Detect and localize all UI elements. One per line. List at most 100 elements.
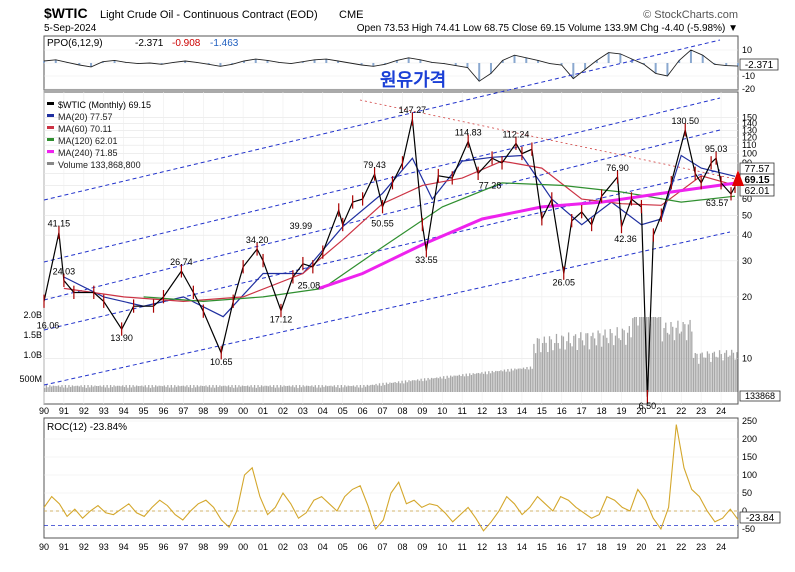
ppo-tick-label: -20 <box>742 84 755 94</box>
volume-bar <box>382 382 384 392</box>
price-annotation: 17.12 <box>270 315 293 325</box>
x-tick-label: 24 <box>716 406 726 416</box>
volume-bar <box>392 382 395 392</box>
price-annotation: 77.28 <box>479 181 502 191</box>
volume-bar <box>519 368 521 392</box>
price-annotation: 24.03 <box>53 267 76 277</box>
price-annotation: 16.06 <box>37 320 60 330</box>
volume-bar <box>701 352 703 392</box>
volume-bar <box>137 386 139 392</box>
volume-bar <box>599 333 601 392</box>
volume-bar <box>293 387 296 392</box>
price-annotation: 26.05 <box>552 277 575 287</box>
volume-bar <box>255 387 257 392</box>
volume-bar <box>194 387 197 392</box>
volume-bar <box>574 334 577 392</box>
volume-bar <box>567 332 570 392</box>
volume-bar <box>158 385 160 392</box>
volume-bar <box>189 385 192 392</box>
volume-bar <box>139 385 141 392</box>
volume-bar <box>102 385 105 392</box>
volume-bar <box>602 335 604 392</box>
x-tick-label: 00 <box>238 542 248 552</box>
volume-bar <box>394 382 396 392</box>
x-tick-label: 08 <box>397 406 407 416</box>
volume-bar <box>491 370 493 392</box>
x-tick-label: 04 <box>318 542 328 552</box>
volume-bar <box>304 386 306 392</box>
x-tick-label: 02 <box>278 542 288 552</box>
volume-bar <box>630 337 632 392</box>
x-tick-label: 22 <box>676 406 686 416</box>
volume-bar <box>427 377 429 392</box>
volume-bar <box>210 387 212 392</box>
volume-bar <box>241 385 244 392</box>
volume-bar <box>129 385 131 392</box>
x-tick-label: 00 <box>238 406 248 416</box>
volume-bar <box>161 386 164 392</box>
ppo-label: PPO(6,12,9) -2.371 -0.908 -1.463 <box>47 38 239 49</box>
volume-bar <box>611 333 613 392</box>
volume-bar <box>141 385 143 392</box>
volume-bar <box>153 387 155 392</box>
ppo-tick-label: 10 <box>742 45 752 55</box>
volume-bar <box>685 340 688 392</box>
volume-bar <box>507 369 509 392</box>
volume-bar <box>380 385 382 392</box>
volume-bar <box>297 387 299 392</box>
roc-label: ROC(12) -23.84% <box>47 422 127 433</box>
legend: $WTIC (Monthly) 69.15 MA(20) 77.57 MA(60) … <box>47 100 151 170</box>
volume-bar <box>184 386 186 392</box>
legend-entry: MA(20) 77.57 <box>58 112 113 122</box>
x-tick-label: 95 <box>139 542 149 552</box>
volume-bar <box>50 386 53 392</box>
x-tick-label: 13 <box>497 542 507 552</box>
volume-bar <box>83 385 86 392</box>
volume-bar <box>503 369 506 392</box>
volume-bar <box>271 386 273 392</box>
volume-bar <box>646 317 648 392</box>
x-tick-label: 08 <box>397 542 407 552</box>
volume-bar <box>448 377 450 392</box>
roc-plot <box>43 424 739 532</box>
quote-summary: Open 73.53 High 74.41 Low 68.75 Close 69… <box>357 23 738 34</box>
volume-bar <box>227 385 230 392</box>
volume-bar <box>410 381 412 392</box>
ma-line <box>63 160 736 303</box>
volume-bar <box>300 387 303 392</box>
volume-bar <box>578 338 580 392</box>
volume-bar <box>229 387 231 392</box>
price-annotation: 42.36 <box>614 234 637 244</box>
price-line <box>43 119 736 397</box>
roc-tick-label: 200 <box>742 434 757 444</box>
volume-bar <box>325 385 327 392</box>
volume-bar <box>156 386 159 392</box>
volume-bar <box>422 381 424 392</box>
volume-bar <box>510 368 513 392</box>
right-price-label: 62.01 <box>744 186 769 197</box>
volume-bar <box>269 385 271 392</box>
volume-bar <box>437 378 440 392</box>
red-arrow-icon <box>732 170 744 186</box>
volume-bar <box>521 368 523 392</box>
volume-bar <box>109 385 112 392</box>
x-tick-label: 14 <box>517 542 527 552</box>
volume-bar <box>502 371 504 392</box>
price-annotation: 76.90 <box>606 163 629 173</box>
volume-bar <box>679 333 681 392</box>
volume-bar <box>132 385 134 392</box>
volume-bar <box>101 386 103 392</box>
volume-bar <box>729 355 731 392</box>
roc-tick-label: 0 <box>742 506 747 516</box>
volume-bar <box>165 386 167 392</box>
price-y-axis: 150140130120110100908070605040302010 <box>742 113 757 364</box>
x-tick-label: 18 <box>597 542 607 552</box>
x-tick-label: 90 <box>39 542 49 552</box>
symbol-title: $WTIC <box>44 5 88 21</box>
legend-entry: $WTIC (Monthly) 69.15 <box>58 100 151 110</box>
channel-line <box>43 39 721 201</box>
volume-bar <box>413 380 415 392</box>
roc-value-box <box>739 511 781 524</box>
y-tick-label: 40 <box>742 230 752 240</box>
volume-bar <box>496 371 499 392</box>
